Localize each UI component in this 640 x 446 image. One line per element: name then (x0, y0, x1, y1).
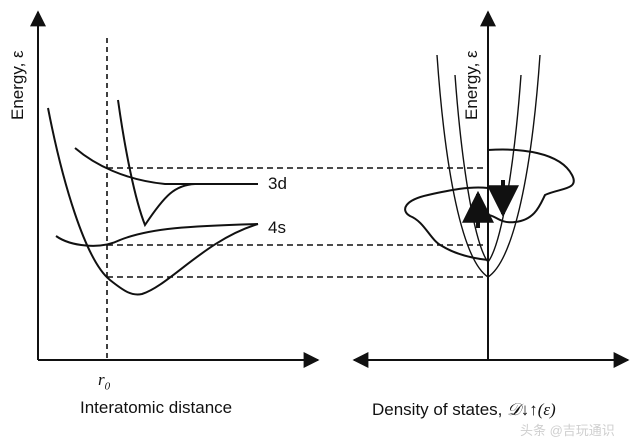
dos-label-text: Density of states, (372, 400, 503, 419)
left-y-axis-label: Energy, ε (8, 50, 27, 120)
dos-spin-down-left (404, 186, 489, 261)
watermark: 头条 @吉玩通识 (520, 423, 615, 438)
r0-label: r0 (98, 370, 110, 392)
band-3d-label: 3d (268, 174, 287, 193)
curve-3d-lower (117, 99, 258, 228)
r0-subscript: 0 (104, 380, 111, 393)
curve-3d-upper (74, 147, 258, 185)
parabola-inner (454, 74, 522, 264)
right-y-axis-label: Energy, ε (462, 50, 481, 120)
dos-label-symbol: 𝒟↓↑(ε) (507, 400, 556, 419)
dos-spin-up-right (487, 148, 575, 224)
left-x-axis-label: Interatomic distance (80, 398, 233, 417)
band-4s-label: 4s (268, 218, 286, 237)
right-x-axis-label: Density of states, 𝒟↓↑(ε) (372, 400, 556, 420)
curve-4s-lower (47, 107, 259, 296)
curve-4s-upper (55, 223, 259, 247)
parabola-outer (436, 54, 541, 278)
r0-symbol: r (98, 370, 105, 389)
